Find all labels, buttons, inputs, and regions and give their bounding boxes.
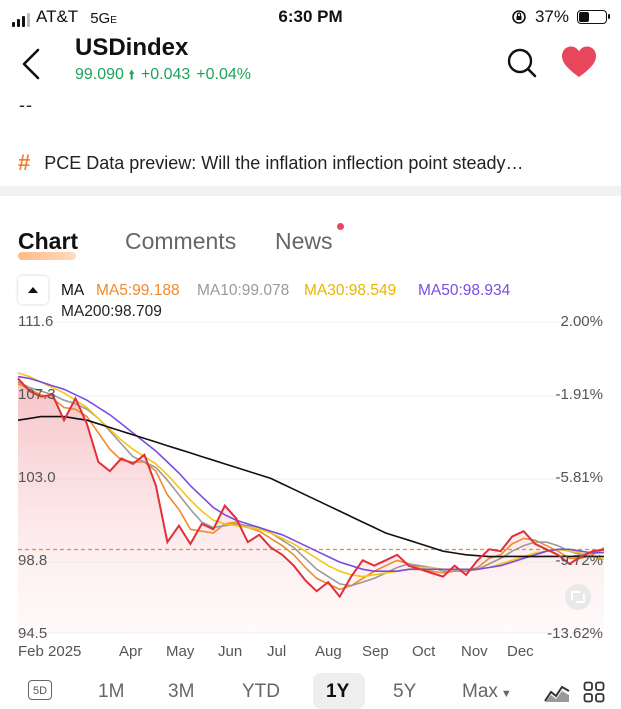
status-bar: AT&T 5GE 6:30 PM 37% xyxy=(0,0,621,34)
range-3m-button[interactable]: 3M xyxy=(168,681,195,702)
ma5-value: MA5:99.188 xyxy=(96,282,180,299)
news-unread-dot xyxy=(337,223,344,230)
x-tick-label: Oct xyxy=(412,643,436,660)
battery-percent: 37% xyxy=(534,7,569,26)
x-tick-label: Jun xyxy=(218,643,243,660)
ma10-value: MA10:99.078 xyxy=(197,282,290,299)
price-area xyxy=(18,378,604,633)
battery-icon xyxy=(577,10,610,24)
reset-zoom-button[interactable] xyxy=(565,584,591,610)
y-right-tick-label: -13.62% xyxy=(547,625,603,642)
x-tick-label: Nov xyxy=(461,643,488,660)
ma30-value: MA30:98.549 xyxy=(304,282,397,299)
range-active-background xyxy=(313,673,365,709)
indicator-collapse-button[interactable] xyxy=(18,276,48,304)
caret-up-icon xyxy=(28,287,38,293)
ma30-line xyxy=(17,372,605,578)
range-5d-button[interactable]: 5D xyxy=(28,680,52,700)
news-ticker[interactable]: # PCE Data preview: Will the inflation i… xyxy=(18,150,523,176)
x-tick-label: Sep xyxy=(362,643,389,660)
tab-comments[interactable]: Comments xyxy=(125,228,237,254)
last-price: 99.090 🠙 xyxy=(75,66,135,83)
y-right-tick-label: 2.00% xyxy=(560,313,603,330)
y-tick-label: 94.5 xyxy=(18,625,48,642)
ma200-value: MA200:98.709 xyxy=(61,303,162,320)
y-tick-label: 111.6 xyxy=(18,313,54,330)
price-change-percent: +0.04% xyxy=(196,66,252,83)
news-ticker-text: PCE Data preview: Will the inflation inf… xyxy=(44,152,524,173)
search-icon[interactable] xyxy=(506,47,538,79)
ma50-line xyxy=(17,375,605,573)
ma50-value: MA50:98.934 xyxy=(418,282,511,299)
status-left: AT&T 5GE xyxy=(12,7,117,27)
x-tick-label: Apr xyxy=(119,643,143,660)
back-arrow-icon[interactable] xyxy=(18,44,54,84)
y-right-tick-label: -9.72% xyxy=(555,552,603,569)
range-5y-button[interactable]: 5Y xyxy=(393,681,417,702)
y-tick-label: 107.3 xyxy=(18,386,56,403)
x-tick-label: Jul xyxy=(267,643,287,660)
tab-news[interactable]: News xyxy=(275,228,333,254)
chart-type-icon[interactable] xyxy=(544,681,570,703)
page-title: USDindex xyxy=(75,34,189,61)
hashtag-icon: # xyxy=(18,150,31,175)
x-tick-label: Feb 2025 xyxy=(18,643,82,660)
dropdown-caret-icon: ▼ xyxy=(500,688,512,700)
tab-chart[interactable]: Chart xyxy=(18,228,79,254)
ma10-line xyxy=(17,381,605,587)
range-max-button[interactable]: Max ▼ xyxy=(462,681,512,702)
ma5-line xyxy=(17,383,605,591)
y-right-tick-label: -1.91% xyxy=(555,386,603,403)
orientation-lock-icon xyxy=(512,10,526,24)
x-tick-label: Dec xyxy=(507,643,534,660)
active-tab-underline xyxy=(18,252,76,260)
range-1y-button[interactable]: 1Y xyxy=(326,681,350,702)
y-right-tick-label: -5.81% xyxy=(555,469,603,486)
up-arrow-icon: 🠙 xyxy=(128,67,135,82)
y-tick-label: 98.8 xyxy=(18,552,48,569)
range-1m-button[interactable]: 1M xyxy=(98,681,125,702)
reset-icon xyxy=(571,591,585,603)
ma200-line xyxy=(17,415,605,558)
price-change: +0.043 xyxy=(140,66,191,83)
x-tick-label: Aug xyxy=(315,643,342,660)
grid-menu-icon[interactable] xyxy=(583,681,605,703)
favorite-heart-icon[interactable] xyxy=(560,45,598,79)
ma-label[interactable]: MA xyxy=(61,282,85,299)
reset-zoom-circle xyxy=(565,584,591,610)
clock: 6:30 PM xyxy=(278,7,343,26)
range-ytd-button[interactable]: YTD xyxy=(242,681,280,702)
price-line xyxy=(17,377,605,599)
x-tick-label: May xyxy=(166,643,195,660)
price-quote: 99.090 🠙 +0.043 +0.04% xyxy=(75,66,251,88)
status-right: 37% xyxy=(511,7,610,27)
signal-icon xyxy=(12,13,30,27)
carrier-label: AT&T xyxy=(36,7,79,26)
section-divider xyxy=(0,186,621,196)
info-placeholder: -- xyxy=(19,95,33,115)
y-tick-label: 103.0 xyxy=(18,469,56,486)
network-label: 5GE xyxy=(90,10,117,27)
